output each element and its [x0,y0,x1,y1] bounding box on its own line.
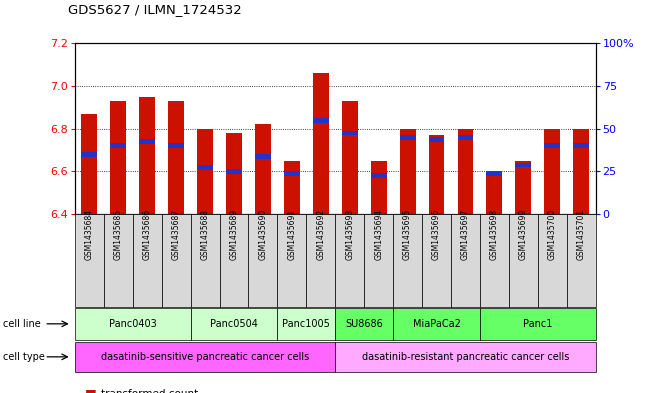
Text: GSM1435695: GSM1435695 [403,209,412,260]
Bar [428,137,445,142]
Bar [313,73,329,214]
Text: Panc1005: Panc1005 [283,319,330,329]
Text: cell line: cell line [3,319,41,329]
Text: Panc0504: Panc0504 [210,319,258,329]
Text: GSM1435692: GSM1435692 [316,209,326,260]
Bar [139,139,155,144]
Text: GSM1435689: GSM1435689 [230,209,238,260]
Bar [428,135,445,214]
Bar [370,161,387,214]
Bar [486,171,503,176]
Text: GSM1435686: GSM1435686 [143,209,152,260]
Bar [255,154,271,159]
Bar [197,129,213,214]
Text: GSM1435693: GSM1435693 [345,209,354,260]
Bar [110,101,126,214]
Bar [458,135,473,140]
Text: Panc1: Panc1 [523,319,553,329]
Bar [544,143,561,148]
Bar [516,163,531,167]
Bar [370,173,387,178]
Bar [313,118,329,123]
Text: GSM1435698: GSM1435698 [490,209,499,260]
Text: ■: ■ [85,387,96,393]
Bar [226,169,242,174]
Text: GSM1435684: GSM1435684 [85,209,94,260]
Bar [168,143,184,148]
Bar [81,152,97,157]
Text: dasatinib-resistant pancreatic cancer cells: dasatinib-resistant pancreatic cancer ce… [362,352,569,362]
Bar [110,143,126,148]
Bar [400,135,415,140]
Bar [486,171,503,214]
Text: GSM1435699: GSM1435699 [519,209,528,260]
Text: GSM1435701: GSM1435701 [577,209,586,260]
Bar [226,133,242,214]
Text: SU8686: SU8686 [345,319,383,329]
Text: MiaPaCa2: MiaPaCa2 [413,319,460,329]
Text: GSM1435696: GSM1435696 [432,209,441,260]
Text: cell type: cell type [3,352,45,362]
Bar [400,129,415,214]
Bar [168,101,184,214]
Bar [516,161,531,214]
Bar [284,171,300,176]
Text: GDS5627 / ILMN_1724532: GDS5627 / ILMN_1724532 [68,3,242,16]
Bar [197,165,213,169]
Text: GSM1435691: GSM1435691 [287,209,296,260]
Text: GSM1435688: GSM1435688 [201,209,210,260]
Bar [458,129,473,214]
Bar [574,129,589,214]
Bar [544,129,561,214]
Text: Panc0403: Panc0403 [109,319,157,329]
Bar [574,143,589,148]
Text: GSM1435690: GSM1435690 [258,209,268,260]
Bar [139,97,155,214]
Text: GSM1435697: GSM1435697 [461,209,470,260]
Text: dasatinib-sensitive pancreatic cancer cells: dasatinib-sensitive pancreatic cancer ce… [101,352,309,362]
Text: GSM1435687: GSM1435687 [172,209,180,260]
Text: transformed count: transformed count [101,389,198,393]
Text: GSM1435694: GSM1435694 [374,209,383,260]
Text: GSM1435685: GSM1435685 [114,209,123,260]
Bar [342,101,357,214]
Bar [284,161,300,214]
Text: GSM1435700: GSM1435700 [547,209,557,260]
Bar [81,114,97,214]
Bar [255,125,271,214]
Bar [342,130,357,135]
